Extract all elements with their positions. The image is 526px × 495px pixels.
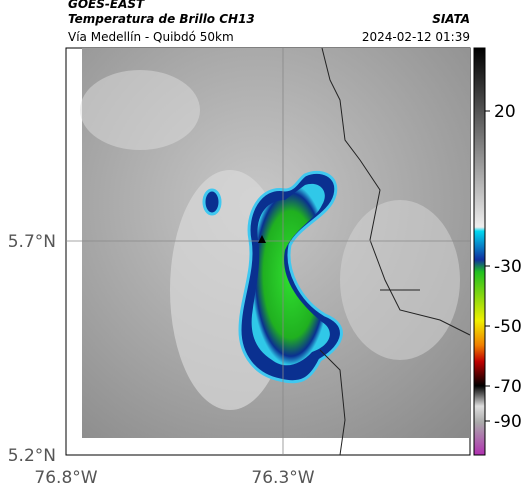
colorbar (473, 47, 486, 456)
datetime: 2024-02-12 01:39 (362, 30, 470, 44)
lon-label: 76.8°W (34, 468, 97, 488)
colorbar-tick-label: -70 (494, 377, 522, 397)
lat-label: 5.7°N (8, 232, 56, 252)
colorbar-tick-label: 20 (494, 102, 516, 122)
map (65, 47, 471, 456)
lon-label: 76.3°W (251, 468, 314, 488)
org: SIATA (432, 12, 470, 26)
subtitle: Vía Medellín - Quibdó 50km (68, 30, 234, 44)
source: GOES-EAST (68, 0, 145, 11)
colorbar-tick-label: -30 (494, 257, 522, 277)
title: Temperatura de Brillo CH13 (68, 12, 255, 26)
lat-label: 5.2°N (8, 446, 56, 466)
colorbar-tick-label: -50 (494, 317, 522, 337)
colorbar-tick-label: -90 (494, 412, 522, 432)
